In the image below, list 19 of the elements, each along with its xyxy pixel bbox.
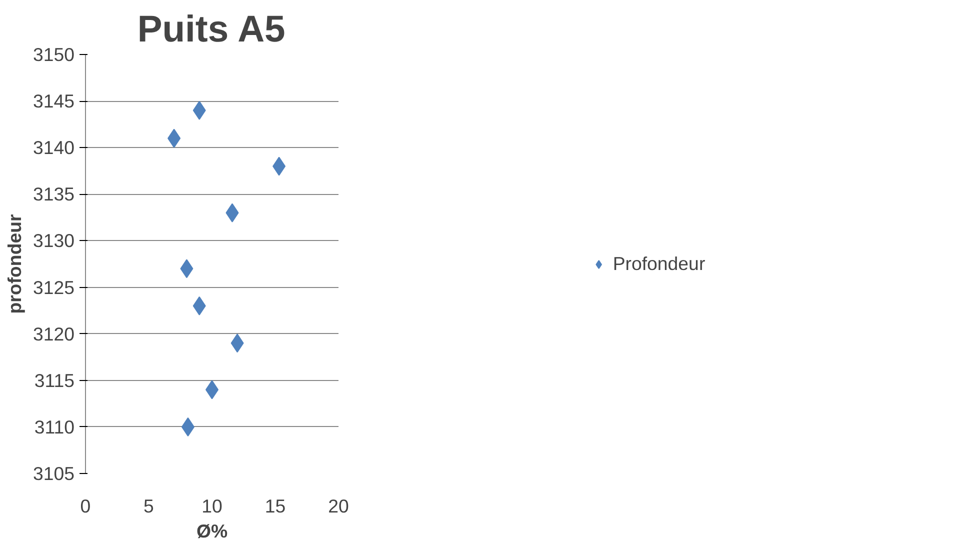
y-tick-label: 3125 xyxy=(32,276,75,298)
x-tick-label: 5 xyxy=(144,496,154,516)
chart-title: Puits A5 xyxy=(137,8,286,50)
y-tick-label: 3120 xyxy=(32,323,75,344)
legend-label: Profondeur xyxy=(612,252,706,274)
y-tick-label: 3110 xyxy=(34,416,75,438)
x-tick-label: 15 xyxy=(264,496,286,516)
y-tick-label: 3105 xyxy=(32,463,75,484)
y-axis-title: profondeur xyxy=(4,214,25,314)
x-axis-title: Ø% xyxy=(196,520,228,542)
y-tick-label: 3150 xyxy=(32,44,75,65)
y-tick-label: 3135 xyxy=(32,184,75,205)
x-tick-label: 20 xyxy=(328,496,349,516)
y-tick-label: 3140 xyxy=(32,137,75,158)
y-tick-label: 3145 xyxy=(32,90,75,112)
x-tick-label: 10 xyxy=(202,496,222,516)
y-tick-label: 3115 xyxy=(34,370,75,391)
x-tick-label: 0 xyxy=(80,496,91,516)
y-tick-label: 3130 xyxy=(32,230,75,252)
